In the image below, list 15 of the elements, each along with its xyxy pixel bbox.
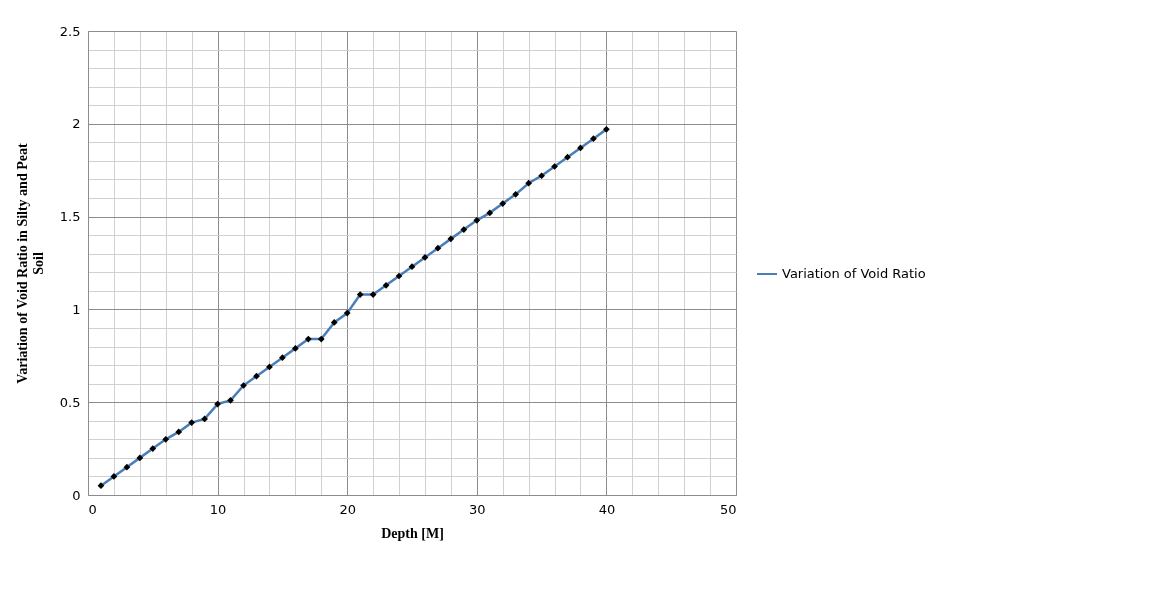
x-tick-label: 20 [339, 501, 356, 517]
y-tick-label: 2.5 [59, 23, 81, 39]
y-axis-title: Variation of Void Ratio in Silty and Peat Soil [14, 143, 46, 384]
x-axis-title: Depth [M] [381, 525, 444, 541]
y-tick-label: 0 [72, 487, 81, 503]
y-tick-label: 1 [72, 301, 81, 317]
y-tick-label: 1.5 [59, 209, 81, 225]
x-tick-label: 30 [469, 501, 486, 517]
y-tick-label: 0.5 [59, 394, 81, 410]
x-tick-label: 40 [598, 501, 616, 517]
x-tick-label: 0 [88, 501, 97, 517]
y-tick-label: 2 [72, 116, 81, 132]
x-tick-label: 50 [719, 501, 737, 517]
legend-label: Variation of Void Ratio [782, 266, 926, 281]
x-tick-label: 10 [209, 501, 227, 517]
